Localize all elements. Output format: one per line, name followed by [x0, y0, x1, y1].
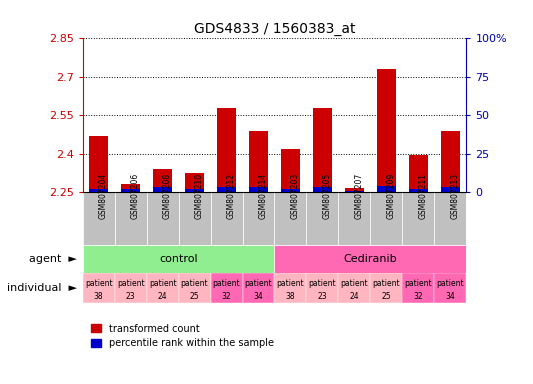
Text: 32: 32 — [414, 292, 423, 301]
Bar — [345, 190, 364, 192]
Text: GSM807207: GSM807207 — [354, 173, 364, 219]
Text: GSM807209: GSM807209 — [386, 173, 395, 219]
Bar — [211, 192, 243, 245]
Text: control: control — [159, 254, 198, 264]
Text: patient: patient — [213, 279, 240, 288]
Bar — [153, 187, 172, 192]
Text: 25: 25 — [190, 292, 199, 301]
Text: patient: patient — [85, 279, 112, 288]
Text: patient: patient — [117, 279, 144, 288]
Text: GSM807204: GSM807204 — [99, 173, 108, 219]
Text: GSM807214: GSM807214 — [259, 173, 268, 219]
Bar — [217, 187, 236, 192]
Bar — [179, 192, 211, 245]
Bar — [89, 189, 108, 192]
Bar — [83, 192, 115, 245]
Text: GSM807206: GSM807206 — [131, 173, 140, 219]
Bar — [377, 186, 396, 192]
Text: agent  ►: agent ► — [29, 254, 77, 264]
Text: patient: patient — [149, 279, 176, 288]
Bar — [185, 189, 204, 192]
Bar — [313, 108, 332, 192]
Bar — [281, 189, 300, 192]
Text: patient: patient — [181, 279, 208, 288]
Bar — [409, 155, 428, 192]
Bar — [153, 169, 172, 192]
Text: patient: patient — [341, 279, 368, 288]
Bar — [274, 245, 466, 273]
Bar — [402, 273, 434, 303]
Text: 34: 34 — [254, 292, 263, 301]
Bar — [402, 192, 434, 245]
Bar — [281, 149, 300, 192]
Text: 23: 23 — [126, 292, 135, 301]
Text: GSM807212: GSM807212 — [227, 173, 236, 219]
Bar — [121, 189, 140, 192]
Text: GSM807205: GSM807205 — [322, 173, 332, 219]
Bar — [274, 192, 306, 245]
Bar — [89, 136, 108, 192]
Bar — [306, 273, 338, 303]
Text: patient: patient — [245, 279, 272, 288]
Title: GDS4833 / 1560383_at: GDS4833 / 1560383_at — [193, 22, 356, 36]
Text: patient: patient — [309, 279, 336, 288]
Text: GSM807208: GSM807208 — [163, 173, 172, 219]
Text: GSM807210: GSM807210 — [195, 173, 204, 219]
Bar — [434, 273, 466, 303]
Bar — [338, 273, 370, 303]
Bar — [147, 192, 179, 245]
Text: Cediranib: Cediranib — [344, 254, 397, 264]
Text: patient: patient — [373, 279, 400, 288]
Text: 34: 34 — [446, 292, 455, 301]
Text: 23: 23 — [318, 292, 327, 301]
Text: 38: 38 — [94, 292, 103, 301]
Bar — [147, 273, 179, 303]
Text: patient: patient — [437, 279, 464, 288]
Bar — [441, 131, 460, 192]
Bar — [313, 187, 332, 192]
Text: 24: 24 — [158, 292, 167, 301]
Bar — [306, 192, 338, 245]
Bar — [83, 245, 274, 273]
Text: GSM807203: GSM807203 — [290, 173, 300, 219]
Bar — [115, 273, 147, 303]
Bar — [185, 173, 204, 192]
Legend: transformed count, percentile rank within the sample: transformed count, percentile rank withi… — [87, 319, 278, 352]
Bar — [243, 192, 274, 245]
Bar — [217, 108, 236, 192]
Bar — [249, 187, 268, 192]
Text: 38: 38 — [286, 292, 295, 301]
Bar — [179, 273, 211, 303]
Text: patient: patient — [405, 279, 432, 288]
Text: GSM807213: GSM807213 — [450, 173, 459, 219]
Text: 24: 24 — [350, 292, 359, 301]
Bar — [345, 188, 364, 192]
Bar — [249, 131, 268, 192]
Bar — [338, 192, 370, 245]
Text: GSM807211: GSM807211 — [418, 173, 427, 219]
Text: patient: patient — [277, 279, 304, 288]
Bar — [274, 273, 306, 303]
Bar — [370, 273, 402, 303]
Text: 25: 25 — [382, 292, 391, 301]
Text: 32: 32 — [222, 292, 231, 301]
Bar — [377, 69, 396, 192]
Bar — [409, 189, 428, 192]
Bar — [370, 192, 402, 245]
Bar — [211, 273, 243, 303]
Bar — [243, 273, 274, 303]
Text: individual  ►: individual ► — [7, 283, 77, 293]
Bar — [121, 184, 140, 192]
Bar — [434, 192, 466, 245]
Bar — [83, 273, 115, 303]
Bar — [115, 192, 147, 245]
Bar — [441, 187, 460, 192]
